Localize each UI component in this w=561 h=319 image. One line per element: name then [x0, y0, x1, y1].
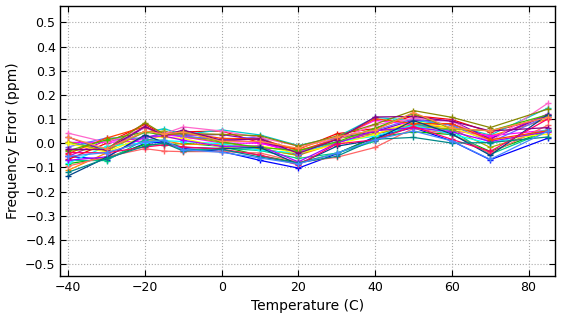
- X-axis label: Temperature (C): Temperature (C): [251, 300, 365, 314]
- Y-axis label: Frequency Error (ppm): Frequency Error (ppm): [6, 63, 20, 219]
